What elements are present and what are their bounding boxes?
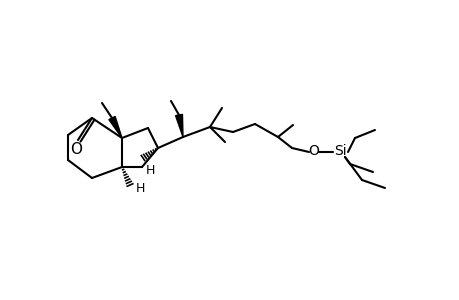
Text: Si: Si [333, 144, 346, 158]
Text: H: H [145, 164, 154, 176]
Text: O: O [70, 142, 82, 157]
Polygon shape [109, 116, 122, 138]
Text: H: H [135, 182, 145, 196]
Polygon shape [175, 114, 183, 137]
Text: O: O [308, 144, 319, 158]
